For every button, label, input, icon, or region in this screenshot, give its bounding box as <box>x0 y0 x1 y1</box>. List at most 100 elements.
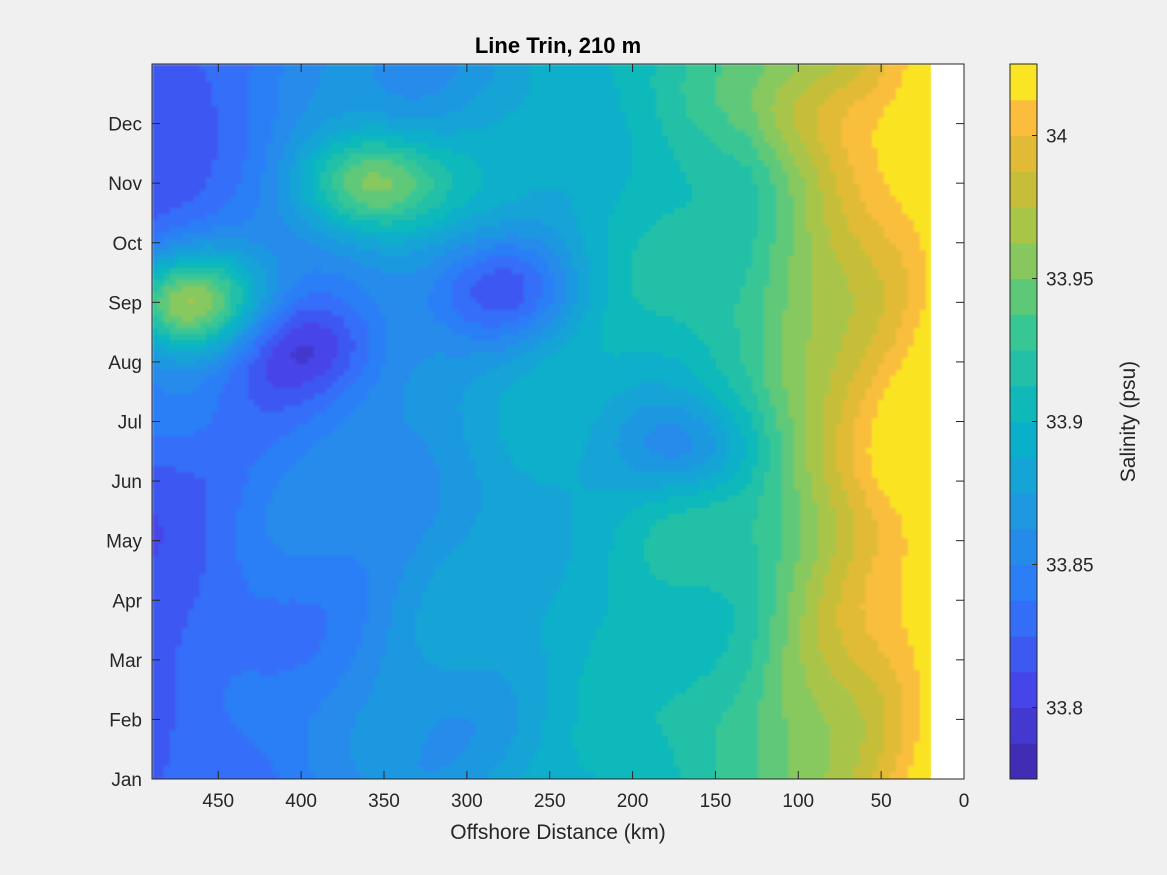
contour-cell <box>224 280 231 287</box>
contour-cell <box>278 280 285 287</box>
contour-cell <box>512 172 519 179</box>
contour-cell <box>446 70 453 77</box>
contour-cell <box>674 226 681 233</box>
contour-cell <box>824 226 831 233</box>
contour-cell <box>614 220 621 227</box>
contour-cell <box>410 76 417 83</box>
contour-cell <box>512 70 519 77</box>
contour-cell <box>674 64 681 71</box>
contour-cell <box>296 268 303 275</box>
contour-cell <box>272 274 279 281</box>
contour-cell <box>758 220 765 227</box>
contour-cell <box>242 94 249 101</box>
contour-cell <box>398 88 405 95</box>
contour-cell <box>422 244 429 251</box>
contour-cell <box>704 190 711 197</box>
contour-cell <box>332 244 339 251</box>
contour-cell <box>470 184 477 191</box>
contour-cell <box>578 112 585 119</box>
contour-cell <box>338 256 345 263</box>
contour-cell <box>236 280 243 287</box>
contour-cell <box>902 88 909 95</box>
contour-cell <box>248 292 255 299</box>
contour-cell <box>656 196 663 203</box>
contour-cell <box>518 202 525 209</box>
contour-cell <box>926 76 931 83</box>
contour-cell <box>452 256 459 263</box>
contour-cell <box>542 130 549 137</box>
contour-cell <box>512 130 519 137</box>
contour-cell <box>404 244 411 251</box>
contour-cell <box>554 250 561 257</box>
contour-cell <box>212 130 219 137</box>
contour-cell <box>200 286 207 293</box>
contour-cell <box>470 136 477 143</box>
contour-cell <box>302 274 309 281</box>
contour-cell <box>500 154 507 161</box>
contour-cell <box>332 262 339 269</box>
contour-cell <box>710 244 717 251</box>
contour-cell <box>608 142 615 149</box>
contour-cell <box>470 280 477 287</box>
contour-cell <box>638 184 645 191</box>
contour-cell <box>530 250 537 257</box>
contour-cell <box>332 232 339 239</box>
contour-cell <box>158 196 165 203</box>
contour-cell <box>716 220 723 227</box>
contour-cell <box>860 70 867 77</box>
contour-cell <box>548 244 555 251</box>
contour-cell <box>560 208 567 215</box>
contour-cell <box>860 256 867 263</box>
contour-cell <box>548 196 555 203</box>
contour-cell <box>302 112 309 119</box>
contour-cell <box>344 202 351 209</box>
contour-cell <box>464 280 471 287</box>
contour-cell <box>590 232 597 239</box>
contour-cell <box>272 220 279 227</box>
contour-cell <box>704 196 711 203</box>
contour-cell <box>584 190 591 197</box>
contour-cell <box>230 232 237 239</box>
contour-cell <box>704 124 711 131</box>
contour-cell <box>920 112 927 119</box>
contour-cell <box>698 100 705 107</box>
contour-cell <box>758 142 765 149</box>
contour-cell <box>410 70 417 77</box>
contour-cell <box>452 220 459 227</box>
contour-cell <box>878 166 885 173</box>
contour-cell <box>782 244 789 251</box>
contour-cell <box>674 214 681 221</box>
contour-cell <box>866 94 873 101</box>
contour-cell <box>308 166 315 173</box>
contour-cell <box>428 184 435 191</box>
contour-cell <box>836 244 843 251</box>
contour-cell <box>170 160 177 167</box>
contour-cell <box>242 202 249 209</box>
contour-cell <box>356 208 363 215</box>
contour-cell <box>218 202 225 209</box>
contour-cell <box>710 286 717 293</box>
contour-cell <box>428 94 435 101</box>
contour-cell <box>560 214 567 221</box>
contour-cell <box>590 196 597 203</box>
contour-cell <box>392 100 399 107</box>
contour-cell <box>698 220 705 227</box>
contour-cell <box>662 76 669 83</box>
contour-cell <box>782 94 789 101</box>
contour-cell <box>254 238 261 245</box>
contour-cell <box>374 166 381 173</box>
contour-cell <box>818 76 825 83</box>
contour-cell <box>782 202 789 209</box>
contour-cell <box>230 64 237 71</box>
contour-cell <box>164 88 171 95</box>
contour-cell <box>680 82 687 89</box>
contour-cell <box>482 280 489 287</box>
contour-cell <box>722 190 729 197</box>
contour-cell <box>644 100 651 107</box>
contour-cell <box>596 238 603 245</box>
contour-cell <box>458 220 465 227</box>
contour-cell <box>494 220 501 227</box>
contour-cell <box>716 280 723 287</box>
contour-cell <box>830 148 837 155</box>
contour-cell <box>590 256 597 263</box>
